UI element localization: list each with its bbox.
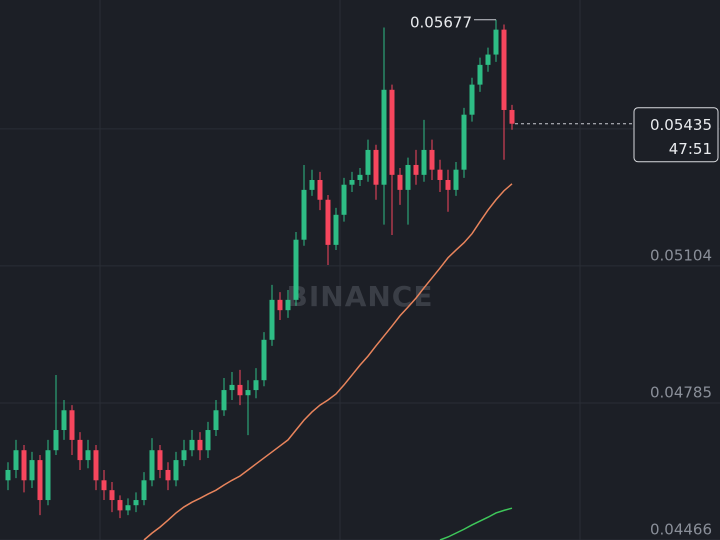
candle-body	[445, 180, 451, 190]
candles	[5, 19, 515, 519]
candle-body	[45, 450, 51, 501]
candle-body	[69, 410, 75, 440]
candle-body	[381, 89, 387, 185]
candle-body	[173, 460, 179, 481]
candle-body	[341, 184, 347, 215]
candle-body	[141, 480, 147, 501]
candle-body	[397, 174, 403, 190]
candle-body	[61, 410, 67, 431]
candle-body	[101, 480, 107, 491]
last-price-box	[633, 107, 719, 163]
candle-body	[309, 180, 315, 190]
moving-average-line	[439, 507, 513, 540]
candle-body	[37, 460, 43, 501]
overlay: 0.05677 0.05435 47:51	[410, 13, 719, 163]
candle-body	[437, 169, 443, 180]
candle-body	[245, 390, 251, 396]
candle-body	[373, 149, 379, 185]
candle-body	[325, 199, 331, 245]
last-price-label: 0.05435	[650, 116, 712, 134]
candle-body	[21, 450, 27, 481]
candle-body	[85, 450, 91, 461]
candle-body	[157, 450, 163, 470]
candle-body	[461, 114, 467, 170]
candle-body	[77, 439, 83, 461]
candle-body	[149, 450, 155, 481]
candle-body	[277, 299, 283, 311]
candle-body	[93, 450, 99, 481]
candle-body	[469, 84, 475, 115]
candle-body	[365, 149, 371, 175]
candle-body	[189, 439, 195, 451]
candle-body	[485, 54, 491, 65]
candle-body	[5, 469, 11, 481]
candle-body	[125, 505, 131, 511]
y-tick-label: 0.04785	[650, 383, 712, 401]
candle-body	[205, 430, 211, 451]
candle-body	[213, 410, 219, 431]
candle-body	[349, 180, 355, 185]
moving-averages	[143, 183, 513, 540]
candle-body	[453, 169, 459, 190]
candle-body	[261, 339, 267, 381]
candle-body	[165, 469, 171, 481]
candle-body	[429, 149, 435, 170]
candle-body	[253, 380, 259, 391]
candle-body	[29, 460, 35, 481]
candle-body	[493, 29, 499, 55]
moving-average-line	[143, 183, 513, 540]
candle-body	[285, 299, 291, 311]
candle-body	[269, 299, 275, 340]
watermark: BINANCE	[287, 280, 434, 313]
candle-body	[117, 500, 123, 511]
high-price-label: 0.05677	[410, 13, 472, 31]
candle-body	[301, 189, 307, 240]
candle-body	[133, 500, 139, 506]
candle-body	[357, 174, 363, 180]
candle-body	[13, 450, 19, 470]
candle-body	[237, 384, 243, 396]
candle-body	[53, 430, 59, 451]
candle-body	[501, 29, 507, 110]
candle-body	[477, 64, 483, 85]
candle-body	[333, 214, 339, 245]
candle-body	[293, 239, 299, 300]
candle-body	[221, 390, 227, 411]
y-tick-label: 0.04466	[650, 521, 712, 539]
candle-body	[229, 384, 235, 391]
y-tick-label: 0.05104	[650, 246, 712, 264]
candle-body	[509, 109, 515, 124]
candle-body	[389, 89, 395, 175]
candle-body	[197, 439, 203, 451]
candle-body	[413, 164, 419, 175]
candle-body	[421, 149, 427, 175]
countdown-label: 47:51	[669, 140, 712, 158]
candle-body	[317, 180, 323, 200]
candle-body	[181, 450, 187, 461]
candle-body	[405, 164, 411, 190]
candle-body	[109, 490, 115, 501]
